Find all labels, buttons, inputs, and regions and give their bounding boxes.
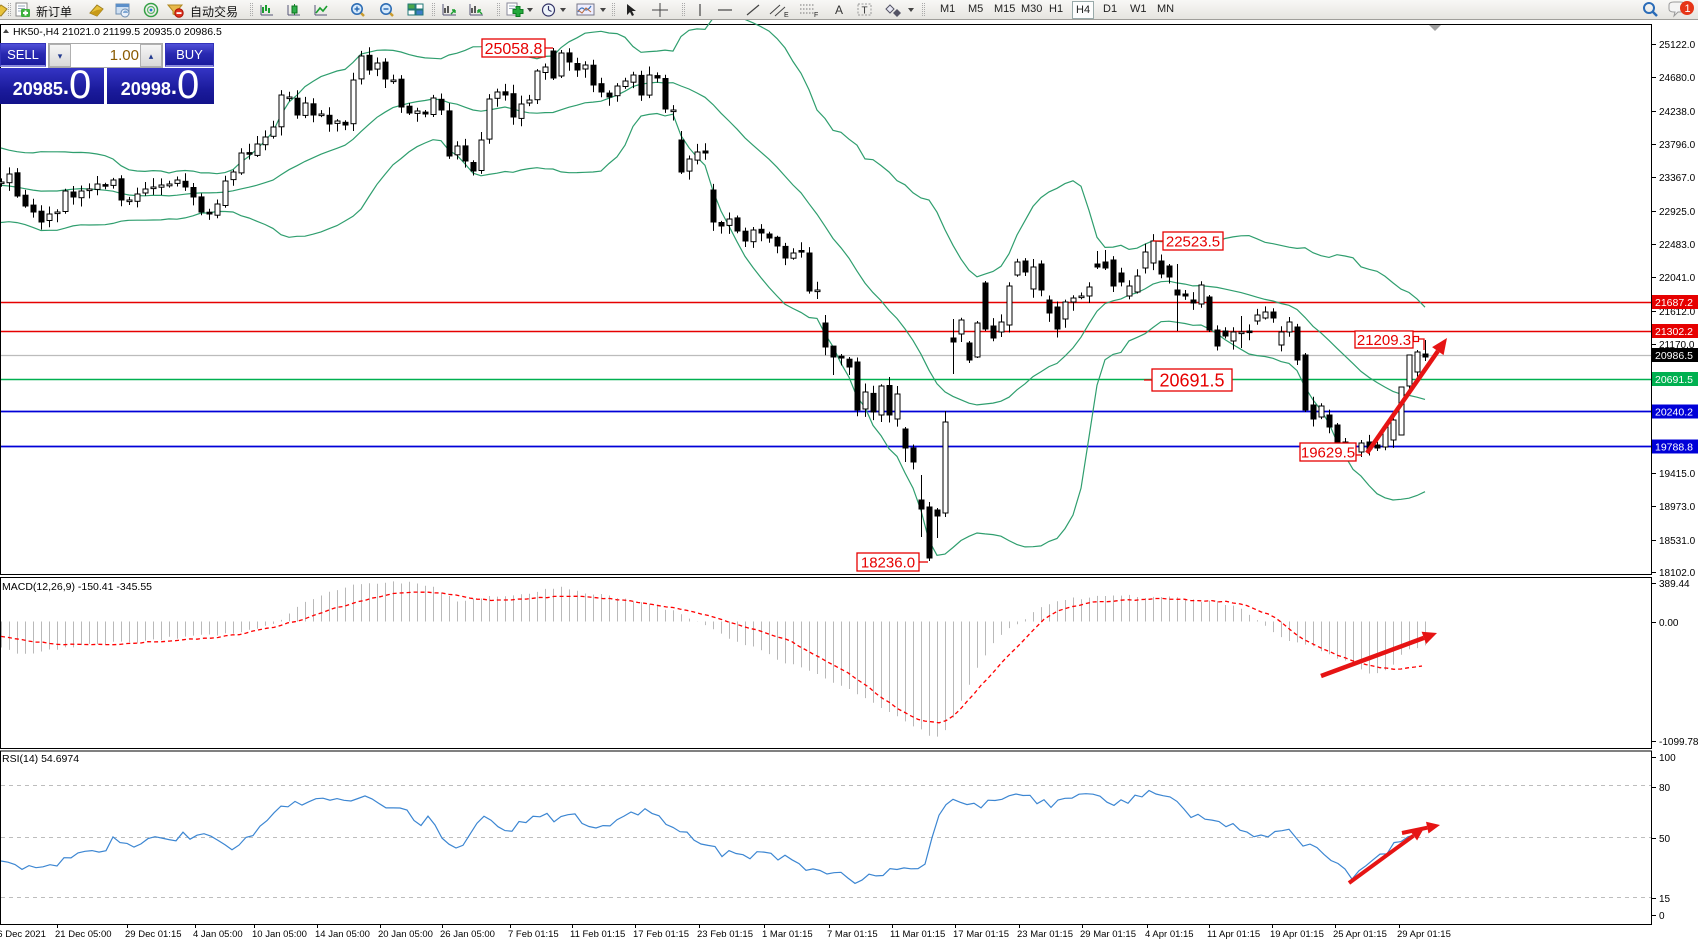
svg-text:389.44: 389.44 [1659, 579, 1690, 590]
svg-text:29 Apr 01:15: 29 Apr 01:15 [1397, 929, 1451, 940]
svg-text:4 Apr 01:15: 4 Apr 01:15 [1145, 929, 1194, 940]
svg-text:F: F [814, 12, 818, 18]
svg-text:4 Jan 05:00: 4 Jan 05:00 [193, 929, 243, 940]
svg-text:T: T [862, 6, 868, 17]
svg-text:100: 100 [1659, 753, 1676, 764]
svg-text:25 Apr 01:15: 25 Apr 01:15 [1333, 929, 1387, 940]
svg-text:15: 15 [1659, 894, 1671, 905]
svg-text:29 Mar 01:15: 29 Mar 01:15 [1080, 929, 1136, 940]
svg-text:21687.2: 21687.2 [1655, 297, 1693, 309]
svg-text:21302.2: 21302.2 [1655, 326, 1693, 338]
svg-text:17 Mar 01:15: 17 Mar 01:15 [953, 929, 1009, 940]
svg-text:7 Mar 01:15: 7 Mar 01:15 [827, 929, 878, 940]
svg-text:22483.0: 22483.0 [1659, 240, 1696, 251]
svg-text:80: 80 [1659, 783, 1671, 794]
svg-text:19 Apr 01:15: 19 Apr 01:15 [1270, 929, 1324, 940]
svg-text:29 Dec 01:15: 29 Dec 01:15 [125, 929, 182, 940]
svg-text:RSI(14) 54.6974: RSI(14) 54.6974 [2, 753, 79, 765]
svg-text:22925.0: 22925.0 [1659, 207, 1696, 218]
svg-text:19415.0: 19415.0 [1659, 469, 1696, 480]
svg-text:HK50-,H4 21021.0 21199.5 2093: HK50-,H4 21021.0 21199.5 20935.0 20986.5 [13, 26, 222, 38]
svg-text:23 Mar 01:15: 23 Mar 01:15 [1017, 929, 1073, 940]
svg-text:24680.0: 24680.0 [1659, 73, 1696, 84]
svg-text:22041.0: 22041.0 [1659, 273, 1696, 284]
svg-text:20240.2: 20240.2 [1655, 407, 1693, 419]
svg-text:25122.0: 25122.0 [1659, 40, 1696, 51]
svg-text:10 Jan 05:00: 10 Jan 05:00 [252, 929, 307, 940]
svg-text:16 Dec 2021: 16 Dec 2021 [0, 929, 46, 940]
svg-text:23796.0: 23796.0 [1659, 140, 1696, 151]
svg-text:25058.8: 25058.8 [485, 41, 543, 58]
svg-text:22523.5: 22523.5 [1166, 233, 1220, 250]
svg-text:50: 50 [1659, 834, 1671, 845]
svg-text:21 Dec 05:00: 21 Dec 05:00 [55, 929, 112, 940]
svg-text:11 Apr 01:15: 11 Apr 01:15 [1207, 929, 1260, 940]
svg-text:20 Jan 05:00: 20 Jan 05:00 [378, 929, 433, 940]
svg-text:20691.5: 20691.5 [1655, 374, 1693, 386]
svg-text:A: A [835, 3, 843, 17]
svg-text:18236.0: 18236.0 [861, 554, 915, 571]
svg-text:23367.0: 23367.0 [1659, 173, 1696, 184]
svg-text:-1099.78: -1099.78 [1659, 737, 1698, 748]
svg-text:MACD(12,26,9) -150.41 -345.55: MACD(12,26,9) -150.41 -345.55 [2, 581, 152, 593]
svg-text:1: 1 [1685, 3, 1691, 15]
svg-text:26 Jan 05:00: 26 Jan 05:00 [440, 929, 495, 940]
svg-text:0: 0 [1659, 911, 1665, 922]
svg-text:0.00: 0.00 [1659, 618, 1679, 629]
svg-text:14 Jan 05:00: 14 Jan 05:00 [315, 929, 370, 940]
svg-text:18531.0: 18531.0 [1659, 536, 1696, 547]
svg-text:24238.0: 24238.0 [1659, 107, 1696, 118]
svg-text:E: E [784, 12, 789, 18]
svg-text:19788.8: 19788.8 [1655, 442, 1693, 454]
svg-text:21170.0: 21170.0 [1659, 340, 1695, 351]
svg-text:18102.0: 18102.0 [1659, 568, 1696, 579]
svg-text:11 Feb 01:15: 11 Feb 01:15 [570, 929, 625, 940]
svg-text:23 Feb 01:15: 23 Feb 01:15 [697, 929, 753, 940]
svg-text:7 Feb 01:15: 7 Feb 01:15 [508, 929, 559, 940]
svg-text:21612.0: 21612.0 [1659, 307, 1696, 318]
svg-text:17 Feb 01:15: 17 Feb 01:15 [633, 929, 689, 940]
svg-text:18973.0: 18973.0 [1659, 502, 1696, 513]
svg-text:1 Mar 01:15: 1 Mar 01:15 [762, 929, 813, 940]
svg-text:20691.5: 20691.5 [1159, 371, 1224, 391]
svg-text:21209.3: 21209.3 [1357, 332, 1411, 349]
svg-text:20986.5: 20986.5 [1655, 350, 1693, 362]
svg-text:19629.5: 19629.5 [1301, 444, 1355, 461]
svg-text:11 Mar 01:15: 11 Mar 01:15 [890, 929, 945, 940]
